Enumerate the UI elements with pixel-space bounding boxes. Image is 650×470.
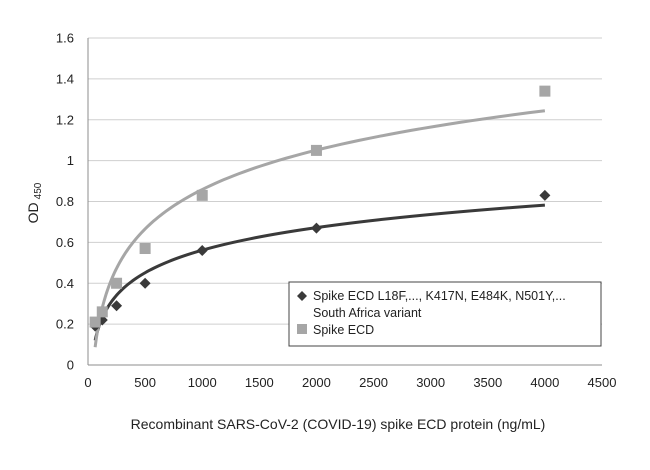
- x-tick-label: 0: [84, 375, 91, 390]
- x-tick-label: 4500: [588, 375, 617, 390]
- data-point-diamond: [139, 277, 151, 289]
- data-point-diamond: [539, 189, 551, 201]
- legend-series-1-label: Spike ECD L18F,..., K417N, E484K, N501Y,…: [313, 289, 566, 303]
- x-tick-label: 500: [134, 375, 156, 390]
- data-point-square: [111, 277, 123, 289]
- data-point-square: [96, 306, 108, 318]
- data-point-square: [139, 243, 151, 255]
- x-axis-title: Recombinant SARS-CoV-2 (COVID-19) spike …: [131, 416, 546, 432]
- legend-diamond-icon: [297, 291, 307, 301]
- data-point-diamond: [196, 245, 208, 257]
- y-axis-title: OD 450: [25, 182, 44, 223]
- y-tick-label: 0: [67, 358, 74, 373]
- gridlines: [88, 37, 602, 325]
- legend-series-1-label-line2: South Africa variant: [313, 306, 422, 320]
- axes: 0 0.2 0.4 0.6 0.8 1 1.2 1.4 1.6 0 500 1000 1500 2000 2…: [56, 31, 617, 391]
- y-tick-label: 0.8: [56, 194, 74, 209]
- legend-box: [288, 281, 602, 347]
- y-tick-label: 0.4: [56, 276, 74, 291]
- y-tick-label: 1.2: [56, 112, 74, 127]
- data-point-diamond: [111, 300, 123, 312]
- x-tick-label: 3000: [416, 375, 445, 390]
- y-tick-label: 0.2: [56, 317, 74, 332]
- y-tick-label: 0.6: [56, 235, 74, 250]
- x-tick-label: 4000: [530, 375, 559, 390]
- y-tick-label: 1.4: [56, 71, 74, 86]
- x-tick-label: 2000: [302, 375, 331, 390]
- y-axis-title-main: OD: [25, 202, 41, 223]
- data-point-square: [539, 85, 551, 97]
- x-tick-label: 2500: [359, 375, 388, 390]
- data-point-diamond: [310, 222, 322, 234]
- data-points: [89, 85, 551, 332]
- y-tick-label: 1.6: [56, 31, 74, 46]
- y-tick-label: 1: [67, 153, 74, 168]
- x-tick-label: 1500: [245, 375, 274, 390]
- y-axis-title-subscript: 450: [33, 182, 44, 199]
- legend-square-icon: [297, 324, 307, 334]
- data-point-square: [89, 316, 101, 328]
- legend-series-2-label: Spike ECD: [313, 323, 374, 337]
- data-point-square: [310, 144, 322, 156]
- x-tick-label: 1000: [188, 375, 217, 390]
- legend: Spike ECD L18F,..., K417N, E484K, N501Y,…: [288, 281, 602, 347]
- x-tick-label: 3500: [473, 375, 502, 390]
- data-point-square: [196, 189, 208, 201]
